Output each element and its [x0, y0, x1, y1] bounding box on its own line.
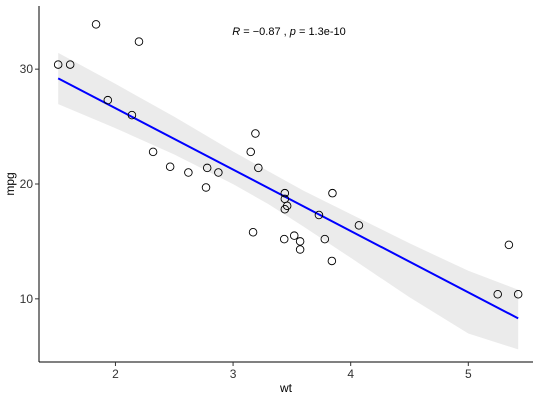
p-label: p [289, 26, 296, 38]
r-equals: = [243, 26, 252, 38]
data-point [295, 245, 305, 254]
data-point [504, 240, 514, 250]
x-tick-label: 2 [112, 367, 119, 381]
r-value: −0.87 [253, 26, 281, 38]
x-tick-label: 5 [465, 367, 472, 381]
y-tick-label: 20 [20, 177, 34, 191]
data-point [513, 289, 523, 299]
data-point [279, 234, 289, 244]
data-point [254, 163, 263, 173]
data-point [320, 234, 330, 244]
x-tick-label: 4 [347, 367, 354, 381]
data-point [103, 95, 113, 105]
y-axis-title: mpg [3, 172, 17, 195]
data-point [127, 110, 137, 120]
data-point [184, 168, 193, 177]
correlation-annotation: R = −0.87 , p = 1.3e-10 [232, 26, 346, 38]
data-point [246, 147, 255, 157]
data-point [493, 289, 502, 299]
x-axis-ticks: 2 3 4 5 [112, 362, 472, 381]
data-point [289, 231, 299, 240]
data-point [165, 162, 175, 172]
data-point [148, 147, 158, 157]
data-point [314, 210, 324, 220]
data-point [280, 188, 290, 198]
data-point [328, 188, 337, 198]
data-point [214, 168, 223, 177]
data-point [134, 37, 144, 46]
y-tick-label: 10 [20, 292, 34, 306]
r-label: R [232, 26, 240, 38]
data-point [53, 60, 63, 69]
y-tick-label: 30 [20, 62, 34, 76]
annotation-separator: , [284, 26, 290, 38]
p-value: 1.3e-10 [308, 26, 345, 38]
x-tick-label: 3 [230, 367, 237, 381]
data-points [53, 20, 523, 299]
data-point [201, 183, 211, 192]
data-point [91, 20, 101, 29]
x-axis-title: wt [279, 381, 293, 395]
data-point [295, 237, 305, 246]
data-point [65, 60, 75, 69]
data-point [282, 201, 292, 211]
data-point [202, 163, 212, 173]
data-point [248, 227, 258, 237]
data-point [251, 129, 260, 138]
data-point [327, 256, 337, 266]
p-equals: = [299, 26, 308, 38]
data-point [354, 221, 364, 230]
y-axis-ticks: 10 20 30 [20, 62, 39, 306]
